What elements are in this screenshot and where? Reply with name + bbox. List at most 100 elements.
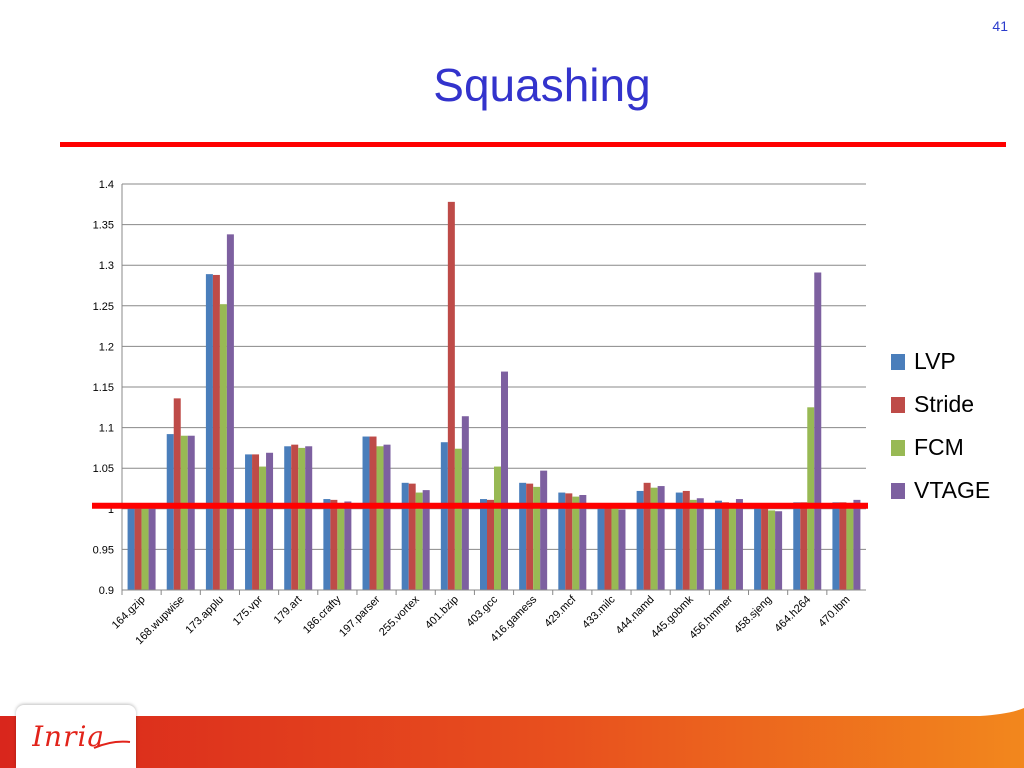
y-tick-label: 1.15 xyxy=(93,382,114,394)
bar-stride-470.lbm xyxy=(839,502,847,590)
bar-fcm-255.vortex xyxy=(415,492,423,590)
bar-vtage-175.vpr xyxy=(266,452,274,590)
x-tick-label: 456.hmmer xyxy=(687,593,735,641)
bar-lvp-255.vortex xyxy=(401,482,409,590)
x-tick-label: 464.h264 xyxy=(772,594,813,635)
bar-lvp-458.sjeng xyxy=(754,507,762,590)
y-tick-label: 1.35 xyxy=(93,220,114,232)
bar-vtage-416.gamess xyxy=(540,470,548,590)
bar-vtage-433.milc xyxy=(618,509,626,590)
slide-title: Squashing xyxy=(433,59,651,111)
y-tick-label: 1.05 xyxy=(93,463,114,475)
x-tick-label: 173.applu xyxy=(183,594,226,637)
bar-lvp-429.mcf xyxy=(558,492,566,590)
bar-lvp-445.gobmk xyxy=(675,492,683,590)
bar-stride-403.gcc xyxy=(487,499,494,590)
bar-fcm-433.milc xyxy=(611,505,619,590)
bar-vtage-444.namd xyxy=(657,486,665,590)
bar-fcm-470.lbm xyxy=(846,506,854,590)
x-tick-label: 458.sjeng xyxy=(732,594,774,636)
bar-fcm-175.vpr xyxy=(259,466,267,590)
bar-fcm-403.gcc xyxy=(494,466,501,590)
bar-chart: 0.9 0.95 1 1.05 1.1 1.15 1.2 1.25 1.3 1.35 1.4 164… xyxy=(92,179,868,647)
x-tick-label: 179.art xyxy=(272,594,305,627)
legend-swatch xyxy=(891,353,905,370)
bar-fcm-464.h264 xyxy=(807,407,815,590)
footer-band xyxy=(0,708,1024,768)
x-tick-label: 470.lbm xyxy=(816,594,852,630)
bar-stride-164.gzip xyxy=(134,508,142,590)
legend-item-stride: Stride xyxy=(891,383,990,426)
bar-vtage-456.hmmer xyxy=(735,499,743,590)
bar-vtage-429.mcf xyxy=(579,494,587,590)
y-tick-labels: 0.9 0.95 1 1.05 1.1 1.15 1.2 1.25 1.3 1.35 1.4 xyxy=(93,179,114,597)
bar-vtage-403.gcc xyxy=(501,371,508,590)
bar-stride-168.wupwise xyxy=(173,398,181,590)
bar-fcm-179.art xyxy=(298,447,306,590)
chart-axes xyxy=(121,184,866,595)
legend-label: VTAGE xyxy=(914,477,991,503)
bar-fcm-186.crafty xyxy=(337,507,345,590)
chart-legend: LVP Stride FCM VTAGE xyxy=(891,340,990,512)
bar-stride-175.vpr xyxy=(252,454,260,590)
chart-bars xyxy=(127,201,861,590)
legend-item-fcm: FCM xyxy=(891,426,990,469)
bar-stride-179.art xyxy=(291,444,299,590)
bar-lvp-179.art xyxy=(284,446,292,590)
bar-lvp-197.parser xyxy=(362,436,370,590)
x-tick-label: 403.gcc xyxy=(464,593,500,629)
x-tick-label: 433.milc xyxy=(580,593,618,631)
bar-vtage-445.gobmk xyxy=(696,498,704,590)
x-tick-label: 164.gzip xyxy=(110,594,148,632)
bar-lvp-444.namd xyxy=(636,490,644,590)
bar-fcm-164.gzip xyxy=(141,508,149,590)
bar-fcm-444.namd xyxy=(650,487,658,590)
bar-lvp-168.wupwise xyxy=(166,434,174,590)
legend-swatch xyxy=(891,439,905,456)
bar-fcm-416.gamess xyxy=(533,486,541,590)
legend-swatch xyxy=(891,482,905,499)
bar-lvp-175.vpr xyxy=(245,454,253,590)
x-tick-label: 197.parser xyxy=(337,593,383,639)
bar-lvp-470.lbm xyxy=(832,502,840,590)
bar-fcm-456.hmmer xyxy=(728,506,736,590)
x-tick-label: 401.bzip xyxy=(423,594,461,632)
y-tick-label: 1 xyxy=(108,504,114,516)
bar-stride-173.applu xyxy=(212,274,220,590)
y-tick-label: 0.9 xyxy=(99,585,114,597)
inria-logo: Inria xyxy=(31,718,132,766)
bar-lvp-401.bzip xyxy=(440,442,448,590)
svg-text:Inria: Inria xyxy=(32,720,105,753)
y-tick-label: 1.2 xyxy=(99,341,114,353)
legend-item-vtage: VTAGE xyxy=(891,469,990,512)
bar-stride-458.sjeng xyxy=(761,507,769,590)
bar-stride-255.vortex xyxy=(408,483,416,590)
legend-label: LVP xyxy=(914,348,956,374)
bar-stride-456.hmmer xyxy=(721,502,729,590)
y-tick-label: 1.25 xyxy=(93,301,114,313)
legend-label: FCM xyxy=(914,434,964,460)
bar-stride-445.gobmk xyxy=(682,490,690,590)
bar-vtage-164.gzip xyxy=(148,508,156,590)
legend-item-lvp: LVP xyxy=(891,340,990,383)
logo-panel xyxy=(16,705,136,768)
x-tick-label: 429.mcf xyxy=(542,593,579,630)
bar-lvp-464.h264 xyxy=(793,502,801,590)
bar-lvp-186.crafty xyxy=(323,499,331,590)
bar-vtage-458.sjeng xyxy=(775,511,783,590)
bar-lvp-416.gamess xyxy=(519,482,527,590)
bar-vtage-173.applu xyxy=(226,234,234,590)
bar-lvp-456.hmmer xyxy=(714,500,722,590)
bar-lvp-164.gzip xyxy=(127,508,135,590)
x-tick-label: 175.vpr xyxy=(231,593,266,628)
bar-stride-416.gamess xyxy=(526,483,534,590)
legend-label: Stride xyxy=(914,391,975,417)
bar-fcm-445.gobmk xyxy=(689,499,697,590)
bar-vtage-470.lbm xyxy=(853,499,861,590)
bar-lvp-433.milc xyxy=(597,508,605,590)
x-tick-label: 255.vortex xyxy=(377,593,422,638)
bar-vtage-186.crafty xyxy=(344,501,352,590)
title-rule xyxy=(60,142,1006,147)
bar-fcm-168.wupwise xyxy=(180,435,188,590)
